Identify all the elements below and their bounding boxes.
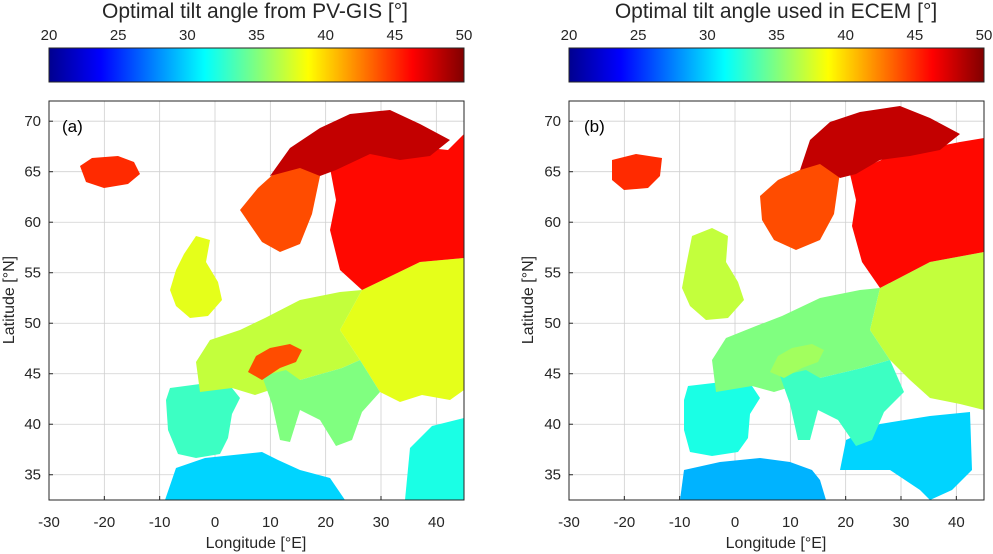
panel-label-b: (b): [584, 117, 605, 136]
region-italy-balkans: [780, 360, 904, 446]
region-eastern-europe: [870, 252, 984, 410]
region-eastern-europe: [340, 258, 464, 402]
x-tick-label: 30: [893, 514, 910, 531]
colorbar-a: [48, 47, 465, 83]
y-tick-label: 35: [24, 467, 41, 484]
region-british-isles: [682, 228, 744, 320]
region-iberia: [684, 382, 760, 456]
region-north-africa: [165, 452, 345, 500]
x-axis-label-b: Longitude [°E]: [726, 535, 827, 552]
x-tick-label: 40: [428, 514, 445, 531]
x-tick-label: 10: [782, 514, 799, 531]
region-scandinavia-north: [270, 110, 450, 176]
y-tick-label: 50: [544, 315, 561, 332]
x-tick-label: -30: [558, 514, 580, 531]
region-alps: [248, 344, 302, 380]
y-tick-label: 45: [544, 366, 561, 383]
x-tick-label: -20: [93, 514, 115, 531]
y-tick-label: 60: [544, 214, 561, 231]
x-tick-label: -10: [149, 514, 171, 531]
colorbar-tick-label: 20: [41, 27, 58, 44]
y-tick-label: 50: [24, 315, 41, 332]
map-a: [80, 110, 464, 500]
chart-title-a: Optimal tilt angle from PV-GIS [°]: [102, 0, 408, 23]
x-tick-label: -10: [669, 514, 691, 531]
x-tick-label: 20: [837, 514, 854, 531]
region-north-africa: [680, 458, 826, 500]
x-tick-label: 10: [262, 514, 279, 531]
colorbar-tick-label: 25: [630, 27, 647, 44]
region-finland-russia: [330, 134, 464, 290]
region-iberia: [166, 384, 240, 458]
colorbar-tick-label: 45: [906, 27, 923, 44]
region-italy-balkans: [262, 360, 380, 446]
x-tick-label: 20: [317, 514, 334, 531]
x-tick-label: 40: [948, 514, 965, 531]
y-tick-label: 35: [544, 467, 561, 484]
colorbar-ticks-b: 20 25 30 35 40 45 50: [561, 27, 993, 52]
x-tick-label: -20: [613, 514, 635, 531]
colorbar-tick-label: 40: [837, 27, 854, 44]
colorbar-tick-label: 40: [317, 27, 334, 44]
colorbar-tick-label: 30: [179, 27, 196, 44]
region-scandinavia-south: [240, 160, 320, 252]
region-central-europe: [712, 288, 890, 392]
chart-title-b: Optimal tilt angle used in ECEM [°]: [615, 0, 937, 23]
colorbar-b: [568, 47, 985, 83]
plot-frame-b: [568, 100, 985, 501]
plot-frame-a: [48, 100, 465, 501]
y-tick-label: 65: [544, 164, 561, 181]
x-axis-label-a: Longitude [°E]: [206, 535, 307, 552]
colorbar-tick-label: 45: [386, 27, 403, 44]
y-axis-label-b: Latitude [°N]: [520, 256, 537, 344]
colorbar-tick-label: 25: [110, 27, 127, 44]
y-tick-label: 70: [544, 113, 561, 130]
region-scandinavia-north: [800, 106, 960, 178]
colorbar-tick-label: 50: [456, 27, 473, 44]
y-tick-label: 65: [24, 164, 41, 181]
y-axis-label-a: Latitude [°N]: [1, 256, 18, 344]
x-tick-label: 0: [211, 514, 219, 531]
colorbar-tick-label: 50: [976, 27, 993, 44]
map-b: [612, 106, 984, 500]
y-tick-label: 45: [24, 366, 41, 383]
region-central-europe: [196, 290, 362, 395]
y-tick-label: 55: [544, 265, 561, 282]
x-tick-label: 0: [731, 514, 739, 531]
y-tick-labels-a: 35 40 45 50 55 60 65 70: [24, 113, 41, 484]
y-tick-label: 55: [24, 265, 41, 282]
y-tick-label: 40: [544, 416, 561, 433]
region-turkey: [405, 418, 464, 500]
region-british-isles: [170, 236, 222, 318]
colorbar-tick-label: 35: [768, 27, 785, 44]
y-tick-label: 70: [24, 113, 41, 130]
x-tick-label: 30: [373, 514, 390, 531]
region-iceland: [612, 154, 662, 190]
region-iceland: [80, 156, 140, 188]
panel-label-a: (a): [62, 117, 83, 136]
panel-a: Optimal tilt angle from PV-GIS [°] 20 25 3…: [1, 0, 472, 552]
region-scandinavia-south: [760, 162, 840, 250]
panel-b: Optimal tilt angle used in ECEM [°] 20 25…: [520, 0, 992, 552]
colorbar-tick-label: 35: [248, 27, 265, 44]
x-tick-labels-b: -30 -20 -10 0 10 20 30 40: [558, 514, 965, 531]
region-alps: [770, 344, 824, 378]
x-tick-label: -30: [38, 514, 60, 531]
y-tick-label: 40: [24, 416, 41, 433]
colorbar-tick-label: 20: [561, 27, 578, 44]
colorbar-tick-label: 30: [699, 27, 716, 44]
region-finland-russia: [850, 138, 984, 288]
x-tick-labels-a: -30 -20 -10 0 10 20 30 40: [38, 514, 445, 531]
y-tick-labels-b: 35 40 45 50 55 60 65 70: [544, 113, 561, 484]
y-tick-label: 60: [24, 214, 41, 231]
